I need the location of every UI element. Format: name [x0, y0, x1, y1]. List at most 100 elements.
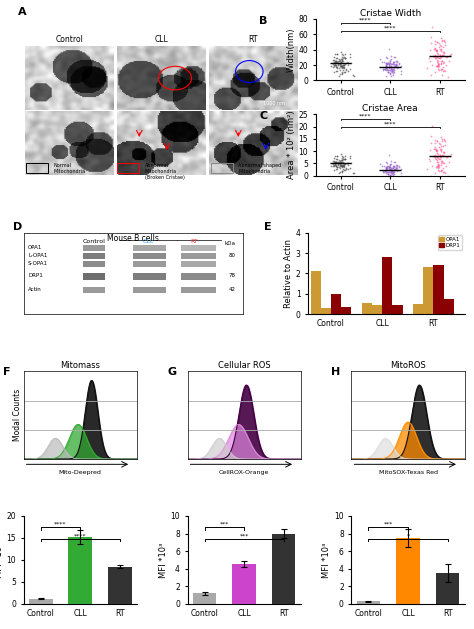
Point [340, 161, 347, 171]
Text: OPA1: OPA1 [28, 245, 43, 250]
Point [330, 52, 338, 62]
Point [337, 61, 345, 71]
Point [434, 58, 441, 68]
Text: 1000 nm: 1000 nm [263, 101, 285, 106]
Point [446, 151, 454, 161]
Point [329, 55, 337, 65]
Point [341, 50, 348, 60]
Point [338, 170, 346, 181]
Point [388, 165, 396, 175]
Point [349, 168, 356, 178]
Point [393, 60, 401, 70]
Point [386, 56, 394, 66]
Point [382, 61, 390, 71]
Point [341, 63, 348, 73]
Point [329, 156, 337, 166]
Point [343, 164, 350, 174]
Point [440, 148, 447, 158]
Point [387, 156, 394, 166]
Point [327, 61, 335, 71]
Point [385, 60, 393, 70]
Point [387, 64, 395, 74]
Title: Cristae Width: Cristae Width [360, 9, 421, 18]
Point [432, 43, 439, 53]
Point [338, 151, 346, 161]
Point [428, 131, 435, 141]
Point [440, 159, 447, 169]
Point [331, 151, 339, 161]
Point [340, 67, 348, 77]
Point [341, 159, 348, 169]
Point [337, 61, 344, 71]
Point [383, 167, 391, 177]
Point [432, 142, 439, 152]
Point [335, 59, 342, 69]
Point [436, 150, 444, 160]
Bar [321, 308, 331, 314]
Point [333, 57, 340, 67]
Point [438, 70, 446, 80]
Point [383, 158, 391, 168]
Point [427, 55, 434, 65]
Point [438, 165, 446, 175]
Point [333, 62, 340, 72]
Point [382, 62, 390, 72]
Point [390, 57, 397, 67]
Point [386, 170, 394, 181]
Point [379, 166, 387, 176]
Point [384, 167, 392, 177]
Point [387, 168, 394, 178]
Point [436, 53, 444, 64]
Bar [232, 564, 256, 604]
Point [434, 57, 441, 67]
Point [438, 64, 446, 74]
Point [389, 170, 396, 180]
Point [332, 53, 340, 64]
Point [329, 62, 337, 72]
Point [397, 69, 404, 79]
Point [437, 145, 445, 155]
Point [331, 160, 339, 170]
Point [386, 55, 394, 65]
Bar [356, 601, 380, 604]
Point [331, 157, 338, 167]
Point [391, 58, 398, 69]
Point [435, 166, 442, 176]
Point [434, 52, 441, 62]
Point [383, 59, 390, 69]
Point [438, 35, 446, 45]
Point [340, 62, 348, 72]
Point [442, 60, 449, 70]
Point [334, 56, 342, 66]
Point [438, 156, 446, 166]
Point [338, 157, 346, 167]
Point [344, 158, 351, 168]
Point [341, 162, 348, 172]
Point [344, 160, 352, 170]
FancyBboxPatch shape [83, 274, 105, 279]
Point [337, 55, 344, 65]
Point [332, 157, 340, 167]
Point [343, 65, 350, 75]
Point [337, 62, 345, 72]
Point [339, 160, 346, 170]
Point [431, 169, 439, 179]
Point [392, 58, 400, 69]
Text: A: A [18, 8, 27, 18]
Point [331, 57, 338, 67]
Point [444, 170, 452, 181]
Point [336, 158, 343, 168]
Point [385, 44, 393, 54]
Point [344, 60, 352, 70]
Point [337, 58, 345, 69]
Point [379, 64, 387, 74]
Point [332, 57, 340, 67]
Point [383, 163, 391, 173]
Point [438, 58, 445, 69]
Point [385, 57, 393, 67]
Point [383, 162, 391, 172]
Text: ****: **** [384, 26, 396, 31]
Point [387, 164, 394, 174]
Point [339, 152, 346, 162]
Point [380, 167, 387, 177]
